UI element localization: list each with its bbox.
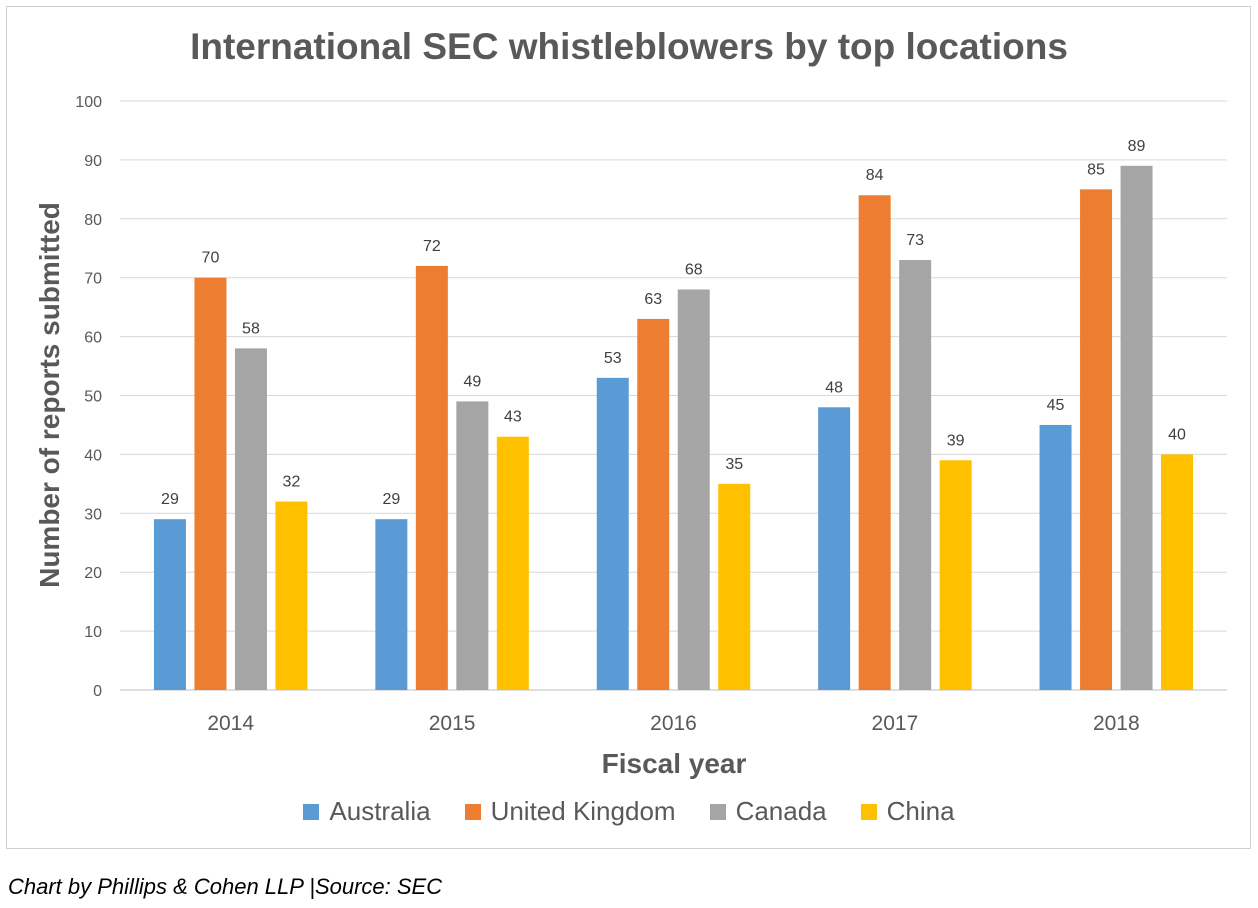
bar-canada-2016 [677,289,710,690]
bar-australia-2016 [596,377,629,690]
data-label: 58 [242,320,260,337]
y-axis-title-text: Number of reports submitted [34,202,65,588]
legend-item: China [860,796,955,827]
data-label: 85 [1087,161,1105,178]
x-tick-label: 2015 [429,712,476,735]
data-label: 70 [202,250,220,267]
data-label: 73 [906,232,924,249]
x-axis-title: Fiscal year [601,748,747,779]
legend-swatch [709,803,726,820]
chart-title: International SEC whistleblowers by top … [190,26,1068,67]
y-tick-label: 0 [93,683,102,700]
data-label: 39 [947,432,965,449]
bar-canada-2015 [456,401,489,690]
bar-china-2015 [496,436,529,690]
data-label: 84 [866,167,884,184]
data-labels: 29 70 58 32 29 72 49 43 53 63 68 35 48 84 73 39 45 85 89 40 [161,138,1186,508]
legend-swatch [860,803,877,820]
y-axis-ticks: 0 10 20 30 40 50 60 70 80 90 100 [75,94,102,700]
x-axis-ticks: 2014 2015 2016 2017 2018 [207,712,1139,735]
x-tick-label: 2017 [872,712,919,735]
data-label: 53 [604,350,622,367]
y-tick-label: 20 [84,565,102,582]
y-tick-label: 30 [84,506,102,523]
source-caption: Chart by Phillips & Cohen LLP |Source: S… [8,874,443,899]
bar-united-kingdom-2014 [194,277,227,690]
data-label: 68 [685,261,703,278]
bar-china-2014 [275,501,308,690]
bars [153,165,1194,691]
bar-australia-2014 [153,519,186,690]
y-tick-label: 100 [75,94,102,111]
data-label: 45 [1047,397,1065,414]
bar-australia-2017 [818,407,851,690]
bar-china-2018 [1161,454,1194,690]
y-tick-label: 50 [84,389,102,406]
data-label: 43 [504,409,522,426]
data-label: 40 [1168,426,1186,443]
bar-united-kingdom-2015 [415,265,448,690]
data-label: 49 [463,373,481,390]
bar-china-2017 [939,460,972,690]
data-label: 72 [423,238,441,255]
x-tick-label: 2016 [650,712,697,735]
data-label: 48 [825,379,843,396]
bar-australia-2018 [1039,424,1072,690]
legend-item: United Kingdom [464,796,676,827]
bar-united-kingdom-2017 [858,195,891,691]
y-tick-label: 80 [84,212,102,229]
legend-item: Australia [303,796,431,827]
x-tick-label: 2014 [207,712,254,735]
y-tick-label: 60 [84,330,102,347]
bar-united-kingdom-2018 [1080,189,1113,690]
y-tick-label: 90 [84,153,102,170]
legend-label: United Kingdom [490,796,676,826]
x-tick-label: 2018 [1093,712,1140,735]
y-tick-label: 10 [84,624,102,641]
bar-australia-2015 [375,519,408,690]
bar-canada-2017 [899,260,932,690]
bar-canada-2018 [1120,165,1153,691]
legend-label: China [886,796,955,826]
data-label: 63 [644,291,662,308]
y-tick-label: 70 [84,271,102,288]
legend-swatch [464,803,481,820]
bar-united-kingdom-2016 [637,318,670,690]
data-label: 29 [382,491,400,508]
legend-item: Canada [709,796,827,827]
legend-swatch [303,803,320,820]
data-label: 89 [1128,138,1146,155]
legend-label: Canada [735,796,827,826]
bar-china-2016 [718,483,751,690]
bar-canada-2014 [234,348,267,690]
legend: Australia United Kingdom Canada China [0,796,1258,827]
data-label: 35 [725,456,743,473]
data-label: 32 [283,474,301,491]
legend-label: Australia [329,796,431,826]
data-label: 29 [161,491,179,508]
y-tick-label: 40 [84,447,102,464]
